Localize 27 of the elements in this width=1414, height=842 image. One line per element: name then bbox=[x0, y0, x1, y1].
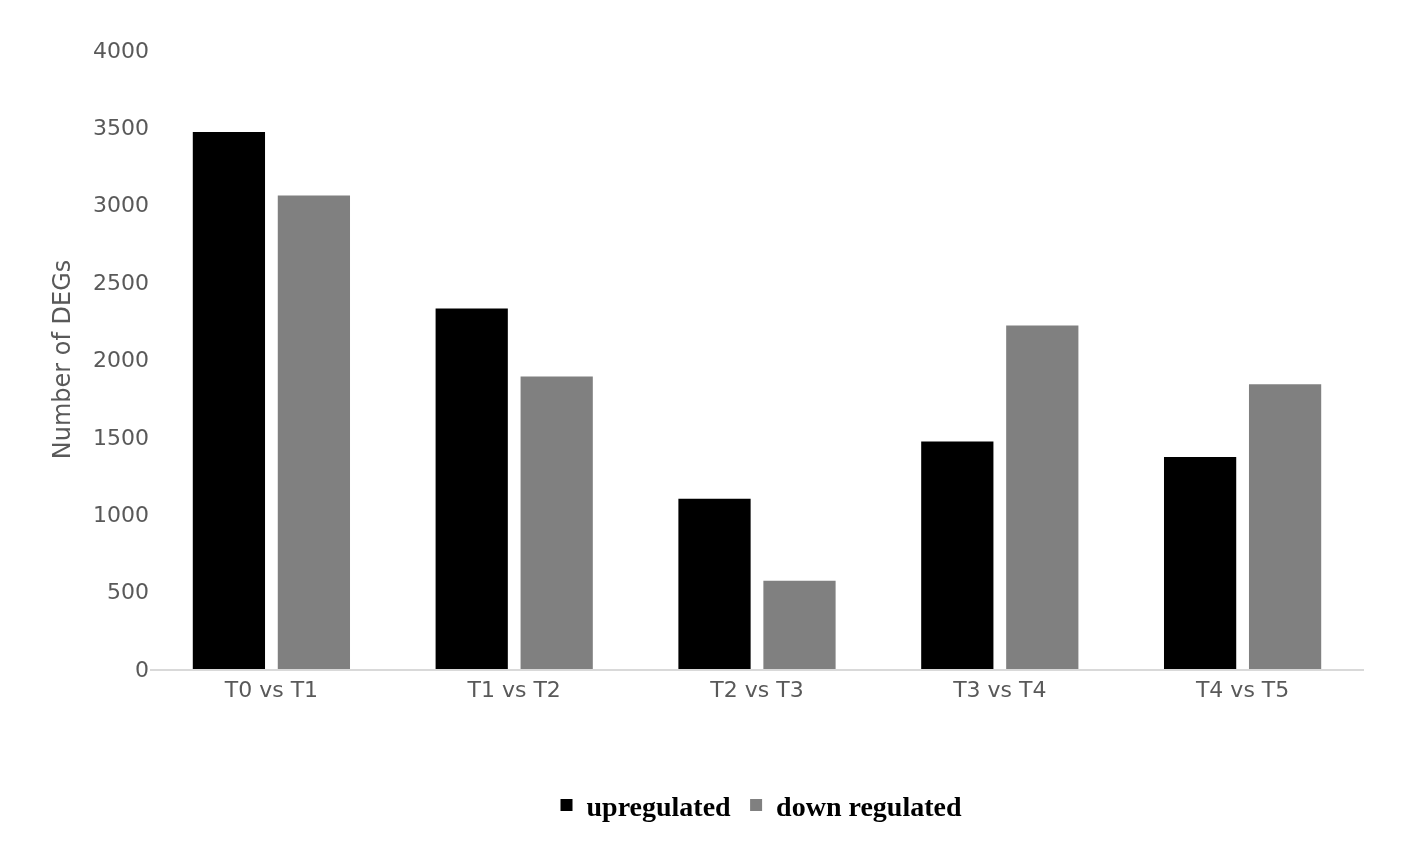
bar bbox=[1248, 384, 1322, 669]
bar bbox=[1006, 325, 1079, 669]
y-tick-label: 2000 bbox=[93, 347, 149, 373]
x-tick-label: T4 vs T5 bbox=[1194, 677, 1290, 703]
x-tick-label: T3 vs T4 bbox=[952, 677, 1047, 703]
bar bbox=[921, 441, 994, 669]
y-tick-label: 3000 bbox=[93, 192, 149, 218]
x-tick-label: T2 vs T3 bbox=[709, 677, 804, 703]
bar bbox=[192, 132, 266, 669]
bar bbox=[1163, 456, 1237, 669]
y-tick-label: 500 bbox=[107, 579, 149, 605]
x-tick-label: T1 vs T2 bbox=[466, 677, 561, 703]
bar bbox=[520, 376, 593, 669]
y-tick-label: 0 bbox=[135, 656, 149, 682]
x-tick-label: T0 vs T1 bbox=[223, 677, 319, 703]
y-tick-label: 3500 bbox=[93, 115, 149, 141]
y-tick-label: 1500 bbox=[93, 424, 149, 450]
bar bbox=[763, 580, 836, 669]
y-tick-label: 1000 bbox=[93, 501, 149, 527]
y-tick-label: 4000 bbox=[93, 37, 149, 63]
bar bbox=[678, 498, 751, 669]
y-tick-label: 2500 bbox=[93, 269, 149, 295]
bar bbox=[435, 308, 508, 669]
legend-label: upregulated bbox=[586, 791, 732, 823]
legend-label: down regulated bbox=[776, 791, 962, 823]
bar bbox=[277, 195, 351, 669]
y-axis-title: Number of DEGs bbox=[48, 259, 77, 460]
